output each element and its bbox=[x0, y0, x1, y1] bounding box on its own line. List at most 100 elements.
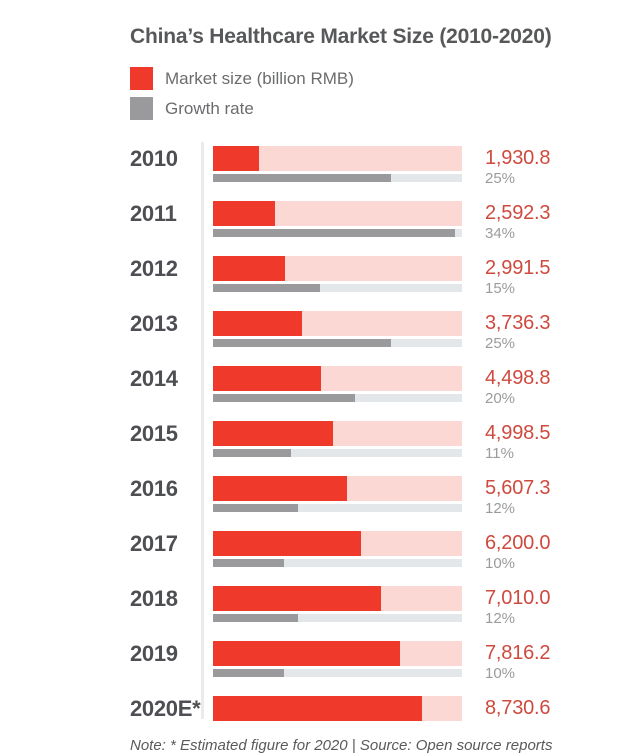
year-label: 2020E* bbox=[130, 696, 201, 721]
chart-row: 2020E* 8,730.6 bbox=[130, 696, 636, 721]
footnote: Note: * Estimated figure for 2020 | Sour… bbox=[130, 737, 553, 754]
market-size-bar-track bbox=[213, 311, 462, 336]
growth-rate-bar bbox=[213, 559, 285, 567]
growth-rate-value: 12% bbox=[485, 500, 516, 517]
market-size-value: 1,930.8 bbox=[485, 147, 551, 169]
growth-rate-bar-track bbox=[213, 504, 462, 512]
growth-rate-bar bbox=[213, 614, 299, 622]
growth-rate-bar bbox=[213, 449, 292, 457]
chart-row: 2014 4,498.8 20% bbox=[130, 366, 636, 407]
market-size-bar-track bbox=[213, 256, 462, 281]
year-label: 2014 bbox=[130, 366, 178, 391]
growth-rate-bar-track bbox=[213, 614, 462, 622]
growth-rate-value: 34% bbox=[485, 225, 516, 242]
growth-rate-bar-track bbox=[213, 669, 462, 677]
growth-rate-value: 10% bbox=[485, 555, 516, 572]
growth-rate-value: 25% bbox=[485, 335, 516, 352]
growth-rate-bar-track bbox=[213, 449, 462, 457]
market-size-value: 4,998.5 bbox=[485, 422, 551, 444]
growth-rate-value: 20% bbox=[485, 390, 516, 407]
market-size-bar-track bbox=[213, 201, 462, 226]
market-size-value: 8,730.6 bbox=[485, 697, 551, 719]
chart-row: 2019 7,816.2 10% bbox=[130, 641, 636, 682]
growth-rate-bar bbox=[213, 504, 299, 512]
market-size-bar bbox=[213, 146, 260, 171]
chart-row: 2010 1,930.8 25% bbox=[130, 146, 636, 187]
bar-group bbox=[213, 641, 462, 677]
bar-group bbox=[213, 696, 462, 721]
growth-rate-bar bbox=[213, 339, 391, 347]
market-size-bar bbox=[213, 641, 401, 666]
growth-rate-swatch-icon bbox=[130, 97, 153, 120]
market-size-bar bbox=[213, 201, 276, 226]
bar-group bbox=[213, 586, 462, 622]
market-size-value: 2,592.3 bbox=[485, 202, 551, 224]
market-size-bar-track bbox=[213, 476, 462, 501]
market-size-bar bbox=[213, 311, 303, 336]
chart-row: 2017 6,200.0 10% bbox=[130, 531, 636, 572]
legend-label-market-size: Market size (billion RMB) bbox=[165, 68, 354, 88]
market-size-value: 2,991.5 bbox=[485, 257, 551, 279]
growth-rate-value: 12% bbox=[485, 610, 516, 627]
market-size-bar-track bbox=[213, 641, 462, 666]
bar-group bbox=[213, 256, 462, 292]
chart-row: 2013 3,736.3 25% bbox=[130, 311, 636, 352]
growth-rate-bar-track bbox=[213, 339, 462, 347]
growth-rate-bar-track bbox=[213, 394, 462, 402]
market-size-value: 3,736.3 bbox=[485, 312, 551, 334]
legend-item-growth-rate: Growth rate bbox=[130, 97, 636, 120]
year-label: 2012 bbox=[130, 256, 178, 281]
growth-rate-value: 15% bbox=[485, 280, 516, 297]
growth-rate-value: 25% bbox=[485, 170, 516, 187]
market-size-value: 7,816.2 bbox=[485, 642, 551, 664]
market-size-bar-track bbox=[213, 421, 462, 446]
growth-rate-bar-track bbox=[213, 174, 462, 182]
bar-group bbox=[213, 201, 462, 237]
row-labels: 2,991.5 15% bbox=[485, 256, 551, 297]
year-label: 2019 bbox=[130, 641, 178, 666]
growth-rate-value: 11% bbox=[485, 445, 514, 462]
chart-row: 2016 5,607.3 12% bbox=[130, 476, 636, 517]
growth-rate-bar-track bbox=[213, 284, 462, 292]
growth-rate-value: 10% bbox=[485, 665, 516, 682]
row-labels: 7,010.0 12% bbox=[485, 586, 551, 627]
market-size-bar-track bbox=[213, 366, 462, 391]
year-label: 2017 bbox=[130, 531, 178, 556]
bar-group bbox=[213, 311, 462, 347]
growth-rate-bar-track bbox=[213, 559, 462, 567]
market-size-bar bbox=[213, 531, 362, 556]
market-size-bar-track bbox=[213, 696, 462, 721]
chart-row: 2012 2,991.5 15% bbox=[130, 256, 636, 297]
row-labels: 4,498.8 20% bbox=[485, 366, 551, 407]
bar-group bbox=[213, 366, 462, 402]
market-size-bar-track bbox=[213, 531, 462, 556]
chart-row: 2018 7,010.0 12% bbox=[130, 586, 636, 627]
market-size-value: 5,607.3 bbox=[485, 477, 551, 499]
market-size-bar-track bbox=[213, 586, 462, 611]
market-size-bar bbox=[213, 366, 321, 391]
legend: Market size (billion RMB) Growth rate bbox=[130, 67, 636, 120]
growth-rate-bar bbox=[213, 669, 285, 677]
bar-group bbox=[213, 531, 462, 567]
growth-rate-bar bbox=[213, 394, 356, 402]
growth-rate-bar bbox=[213, 284, 320, 292]
row-labels: 2,592.3 34% bbox=[485, 201, 551, 242]
bar-chart: 2010 1,930.8 25% 2011 2,592.3 34% bbox=[130, 142, 636, 721]
market-size-bar-track bbox=[213, 146, 462, 171]
market-size-value: 4,498.8 bbox=[485, 367, 551, 389]
bar-group bbox=[213, 476, 462, 512]
market-size-bar bbox=[213, 696, 423, 721]
market-size-value: 7,010.0 bbox=[485, 587, 551, 609]
year-label: 2018 bbox=[130, 586, 178, 611]
row-labels: 6,200.0 10% bbox=[485, 531, 551, 572]
row-labels: 4,998.5 11% bbox=[485, 421, 551, 462]
legend-label-growth-rate: Growth rate bbox=[165, 98, 254, 118]
year-label: 2010 bbox=[130, 146, 178, 171]
row-labels: 8,730.6 bbox=[485, 696, 551, 721]
market-size-bar bbox=[213, 476, 348, 501]
chart-row: 2011 2,592.3 34% bbox=[130, 201, 636, 242]
growth-rate-bar bbox=[213, 174, 391, 182]
bar-group bbox=[213, 421, 462, 457]
row-labels: 5,607.3 12% bbox=[485, 476, 551, 517]
